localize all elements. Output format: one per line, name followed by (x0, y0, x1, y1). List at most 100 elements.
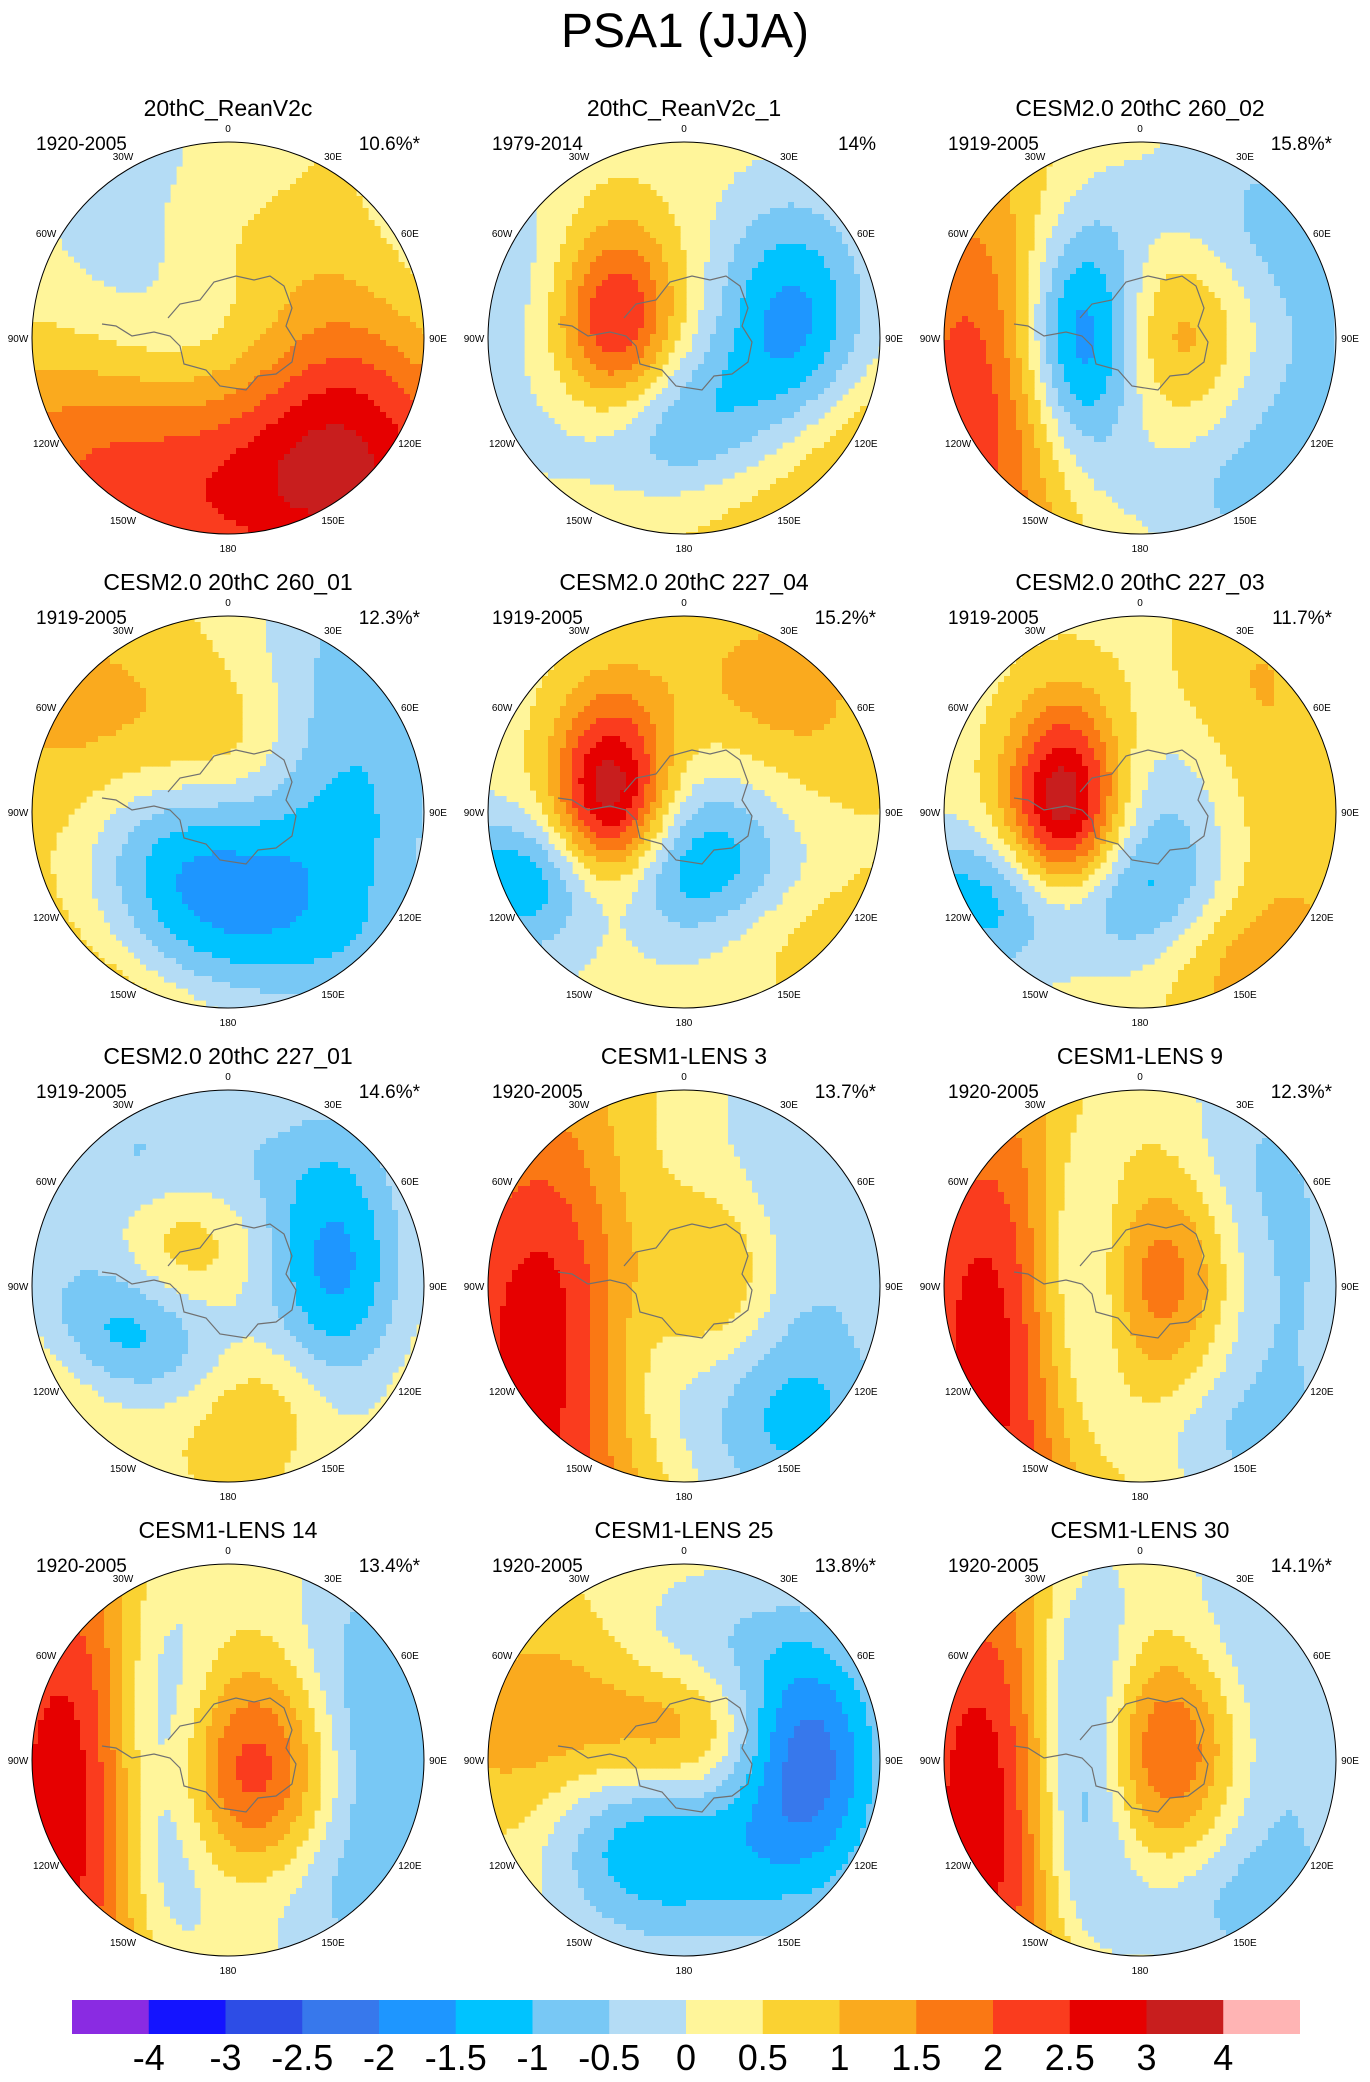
map-panel: CESM2.0 20thC 260_02 1919-2005 15.8%* 0 30E 6… (912, 80, 1368, 554)
longitude-label: 120W (945, 439, 972, 450)
longitude-label: 30W (1025, 626, 1046, 637)
polar-map: 0 30E 60E 90E 120E 150E 180 150W 120W 90W 60W 30W (920, 598, 1360, 1028)
panel-variance-explained: 14% (838, 134, 876, 156)
colorbar-tick-label: -0.5 (578, 2036, 640, 2080)
longitude-label: 120E (854, 1861, 878, 1872)
antarctica-coastline (557, 1223, 753, 1339)
longitude-label: 150W (1022, 516, 1049, 527)
longitude-label: 120W (489, 913, 516, 924)
map-boundary (31, 1563, 425, 1957)
map-panel: CESM1-LENS 14 1920-2005 13.4%* 0 30E 60E 90E 12… (0, 1502, 456, 1976)
longitude-label: 150E (321, 990, 345, 1001)
panel-period: 1920-2005 (492, 1556, 583, 1578)
longitude-label: 120W (33, 1387, 60, 1398)
panel-period: 1920-2005 (948, 1556, 1039, 1578)
polar-map: 0 30E 60E 90E 120E 150E 180 150W 120W 90W 60W 30W (464, 124, 904, 554)
longitude-label: 120E (854, 1387, 878, 1398)
panel-variance-explained: 11.7%* (1272, 608, 1332, 630)
colorbar-tick-label: 2.5 (1045, 2036, 1095, 2080)
colorbar-tick-label: -2 (363, 2036, 395, 2080)
longitude-label: 0 (681, 1546, 687, 1557)
polar-map: 0 30E 60E 90E 120E 150E 180 150W 120W 90W 60W 30W (8, 124, 448, 554)
map-boundary (31, 141, 425, 535)
longitude-label: 180 (220, 1966, 237, 1976)
colorbar-swatch (839, 2000, 917, 2034)
colorbar (72, 2000, 1301, 2034)
longitude-label: 0 (1137, 1546, 1143, 1557)
longitude-label: 30W (113, 626, 134, 637)
panel-title: CESM1-LENS 25 (456, 1516, 912, 1544)
map-panel: 20thC_ReanV2c 1920-2005 10.6%* 0 30E 60E 90E 12… (0, 80, 456, 554)
colorbar-tick-label: 3 (1136, 2036, 1156, 2080)
colorbar-swatch (762, 2000, 840, 2034)
panel-title: CESM2.0 20thC 260_02 (912, 94, 1368, 122)
longitude-label: 30E (324, 152, 342, 163)
longitude-label: 30W (113, 152, 134, 163)
map-panel: CESM1-LENS 25 1920-2005 13.8%* 0 30E 60E 90E 12… (456, 1502, 912, 1976)
longitude-label: 90W (464, 334, 485, 345)
longitude-label: 60E (857, 1177, 875, 1188)
polar-map: 0 30E 60E 90E 120E 150E 180 150W 120W 90W 60W 30W (920, 124, 1360, 554)
longitude-label: 120E (398, 1387, 422, 1398)
colorbar-tick-label: 1 (829, 2036, 849, 2080)
longitude-label: 60E (1313, 1177, 1331, 1188)
longitude-label: 30E (780, 1100, 798, 1111)
map-panel: CESM2.0 20thC 227_03 1919-2005 11.7%* 0 30E 6… (912, 554, 1368, 1028)
longitude-label: 150W (110, 1464, 137, 1475)
longitude-label: 90E (1341, 1282, 1359, 1293)
longitude-label: 60E (1313, 1651, 1331, 1662)
map-boundary (943, 1089, 1337, 1483)
longitude-label: 120W (33, 913, 60, 924)
longitude-label: 90E (429, 808, 447, 819)
longitude-label: 120W (945, 913, 972, 924)
longitude-label: 0 (1137, 1072, 1143, 1083)
longitude-label: 90W (464, 1756, 485, 1767)
panel-title: CESM2.0 20thC 227_03 (912, 568, 1368, 596)
longitude-label: 0 (1137, 598, 1143, 609)
longitude-label: 90E (429, 1282, 447, 1293)
panel-variance-explained: 10.6%* (359, 134, 420, 156)
longitude-label: 60W (948, 1177, 969, 1188)
longitude-label: 150W (1022, 990, 1049, 1001)
antarctica-coastline (1013, 275, 1209, 391)
longitude-label: 0 (225, 598, 231, 609)
longitude-label: 30E (780, 626, 798, 637)
longitude-label: 120E (1310, 1861, 1334, 1872)
longitude-label: 120E (398, 913, 422, 924)
longitude-label: 180 (1132, 1966, 1149, 1976)
longitude-label: 150W (110, 516, 137, 527)
panel-title: CESM2.0 20thC 227_04 (456, 568, 912, 596)
map-boundary (943, 615, 1337, 1009)
panel-period: 1919-2005 (948, 608, 1039, 630)
longitude-label: 60E (1313, 229, 1331, 240)
longitude-label: 0 (225, 1072, 231, 1083)
longitude-label: 60E (401, 703, 419, 714)
longitude-label: 150E (777, 990, 801, 1001)
colorbar-tick-label: -1.5 (425, 2036, 487, 2080)
figure-title: PSA1 (JJA) (0, 2, 1370, 62)
colorbar-tick-label: 2 (983, 2036, 1003, 2080)
longitude-label: 180 (220, 1492, 237, 1502)
longitude-label: 120E (1310, 439, 1334, 450)
longitude-label: 150E (321, 1938, 345, 1949)
longitude-label: 150E (321, 1464, 345, 1475)
longitude-label: 120E (1310, 913, 1334, 924)
anomaly-field (32, 616, 424, 1008)
colorbar-swatch (1223, 2000, 1301, 2034)
longitude-label: 90E (885, 1756, 903, 1767)
polar-map: 0 30E 60E 90E 120E 150E 180 150W 120W 90W 60W 30W (8, 1072, 448, 1502)
colorbar-swatch (148, 2000, 226, 2034)
longitude-label: 90W (920, 808, 941, 819)
antarctica-coastline (1013, 1697, 1209, 1813)
panel-period: 1920-2005 (492, 1082, 583, 1104)
colorbar-swatch (609, 2000, 687, 2034)
panel-period: 1920-2005 (36, 134, 127, 156)
antarctica-coastline (101, 275, 297, 391)
longitude-label: 180 (676, 1966, 693, 1976)
antarctica-coastline (1013, 1223, 1209, 1339)
longitude-label: 120E (854, 439, 878, 450)
colorbar-swatch (686, 2000, 764, 2034)
longitude-label: 0 (225, 124, 231, 135)
panel-variance-explained: 15.2%* (815, 608, 876, 630)
polar-map: 0 30E 60E 90E 120E 150E 180 150W 120W 90W 60W 30W (464, 1546, 904, 1976)
